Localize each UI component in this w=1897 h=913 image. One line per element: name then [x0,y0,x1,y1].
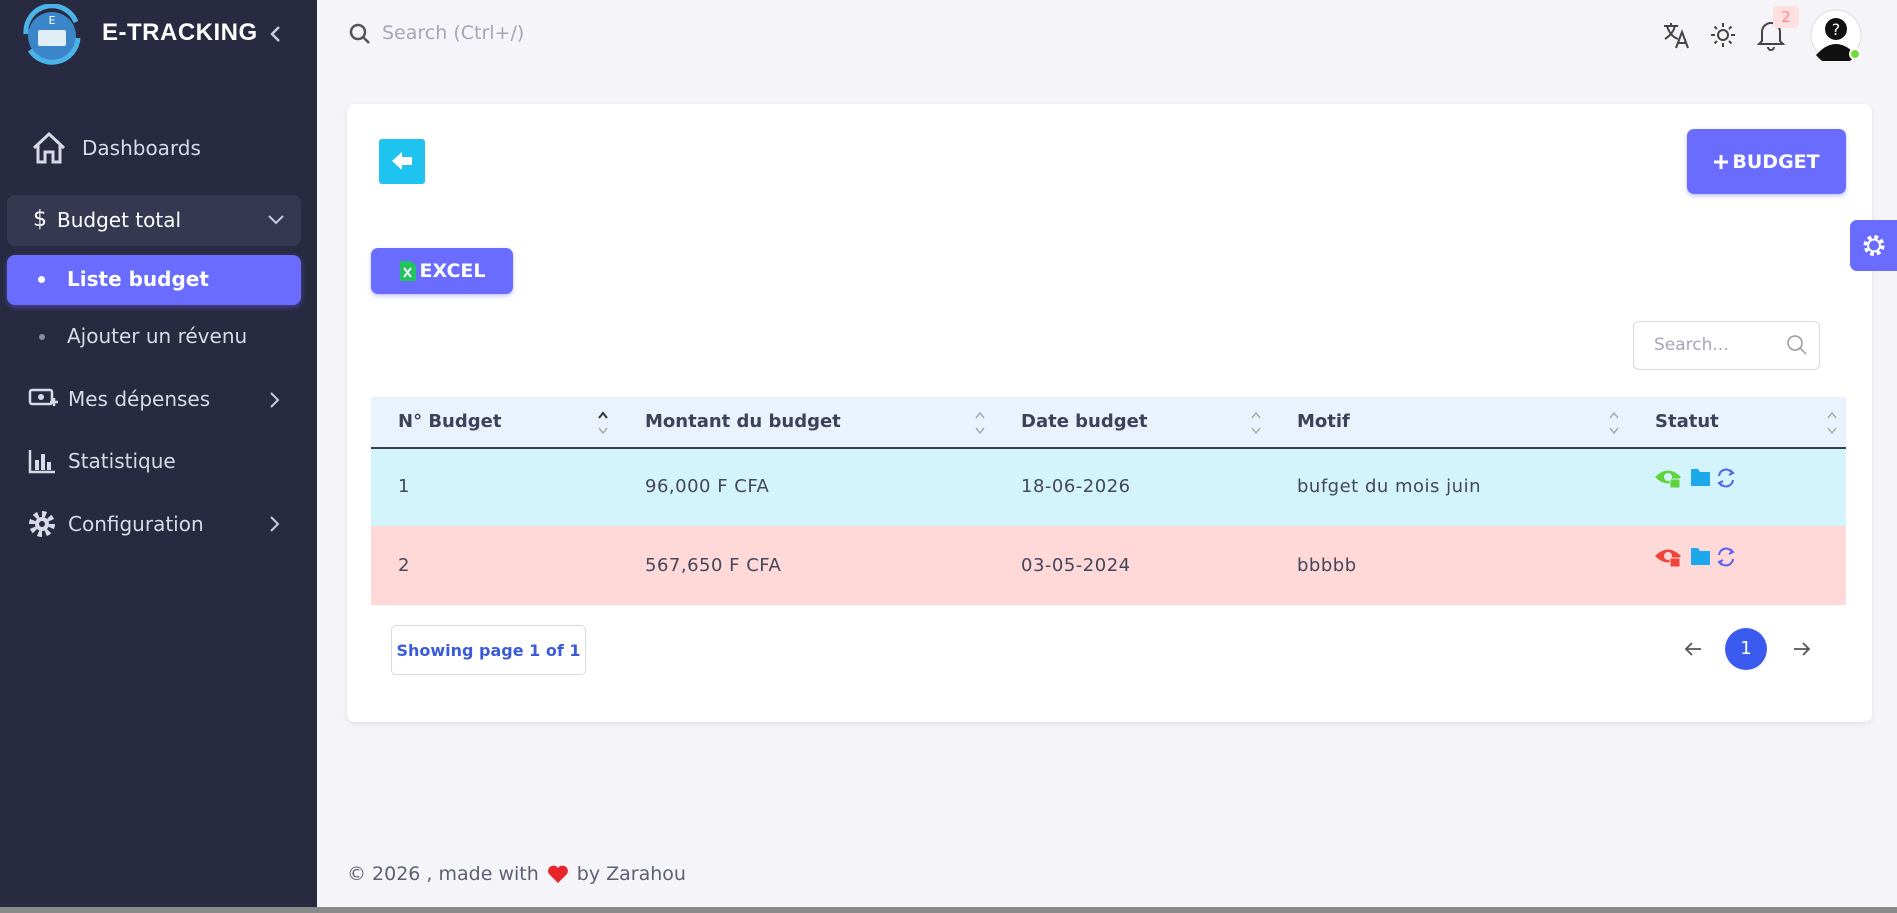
theme-icon[interactable] [1709,21,1737,49]
collapse-icon[interactable] [268,24,284,44]
table-search-icon [1787,335,1807,355]
menu-item[interactable]: Mes dépenses [68,387,211,411]
status-icons[interactable] [1654,543,1744,573]
logo: E [23,4,81,65]
menu-item[interactable]: Statistique [68,449,176,473]
menu-item[interactable]: Dashboards [82,136,201,160]
table-header [371,397,1846,449]
cell: 567,650 F CFA [645,555,782,576]
column-header[interactable]: N° Budget [398,411,502,432]
brand: E-TRACKING [102,19,258,46]
chevron-down [268,215,284,225]
gear-icon [29,511,55,537]
home-icon [32,131,66,164]
menu-item[interactable]: Budget total [57,208,182,232]
expense-icon [28,388,58,406]
table-search-placeholder[interactable]: Search... [1654,335,1729,355]
cell: 18-06-2026 [1021,476,1131,497]
search-icon [349,23,370,44]
sort-icon [1827,411,1837,435]
bottom-strip [0,907,1897,913]
cell: 1 [398,476,410,497]
next-page[interactable] [1792,640,1812,658]
search-placeholder[interactable]: Search (Ctrl+/) [382,22,525,44]
notification-badge: 2 [1773,6,1799,28]
pagination-info: Showing page 1 of 1 [391,625,586,675]
chevron-right [270,516,280,532]
table-search[interactable] [1633,321,1820,370]
sort-icon [975,411,985,435]
table-row [371,526,1846,605]
menu-item[interactable]: Configuration [68,512,204,536]
menu-group[interactable] [7,195,301,246]
footer: © 2026 , made with by Zarahou [347,863,686,885]
button-label: EXCEL [419,260,486,282]
submenu-item[interactable]: Ajouter un révenu [67,324,248,348]
add-budget-button[interactable]: BUDGET [1687,129,1846,194]
sidebar: E E-TRACKING Dashboards $ Budget total L… [0,0,317,913]
button-label: BUDGET [1732,150,1820,173]
translate-icon[interactable] [1661,20,1691,50]
sort-icon [1251,411,1261,435]
column-header[interactable]: Statut [1655,411,1719,432]
sort-icon [1609,411,1619,435]
excel-icon [399,261,416,281]
plus-icon [1714,154,1729,169]
svg-text:?: ? [1832,20,1841,39]
settings-tab[interactable] [1850,220,1897,271]
footer-text: © 2026 , made with [347,863,539,885]
bullet [39,334,45,340]
sort-icon [598,411,608,435]
settings-icon [1863,235,1885,256]
chevron-right [270,392,280,408]
cell: bufget du mois juin [1297,476,1481,497]
submenu-item[interactable]: Liste budget [67,267,209,291]
heart-icon [547,865,568,883]
back-arrow [392,152,412,170]
cell: 96,000 F CFA [645,476,770,497]
cell: bbbbb [1297,555,1357,576]
page-button[interactable]: 1 [1725,628,1767,670]
prev-page[interactable] [1683,640,1703,658]
excel-button[interactable]: EXCEL [371,248,513,294]
cell: 2 [398,555,410,576]
dollar-icon: $ [33,207,47,232]
footer-text: by Zarahou [576,863,686,885]
svg-text:E: E [49,14,56,27]
column-header[interactable]: Montant du budget [645,411,841,432]
bullet [38,276,45,283]
avatar[interactable]: ? [1810,9,1862,61]
chart-icon [28,450,55,474]
column-header[interactable]: Motif [1297,411,1350,432]
active-item-bg[interactable] [7,255,301,305]
column-header[interactable]: Date budget [1021,411,1148,432]
cell: 03-05-2024 [1021,555,1131,576]
pagination-text: Showing page 1 of 1 [396,640,581,660]
status-icons[interactable] [1654,464,1744,494]
back-button[interactable] [379,139,425,184]
table-row [371,449,1846,526]
